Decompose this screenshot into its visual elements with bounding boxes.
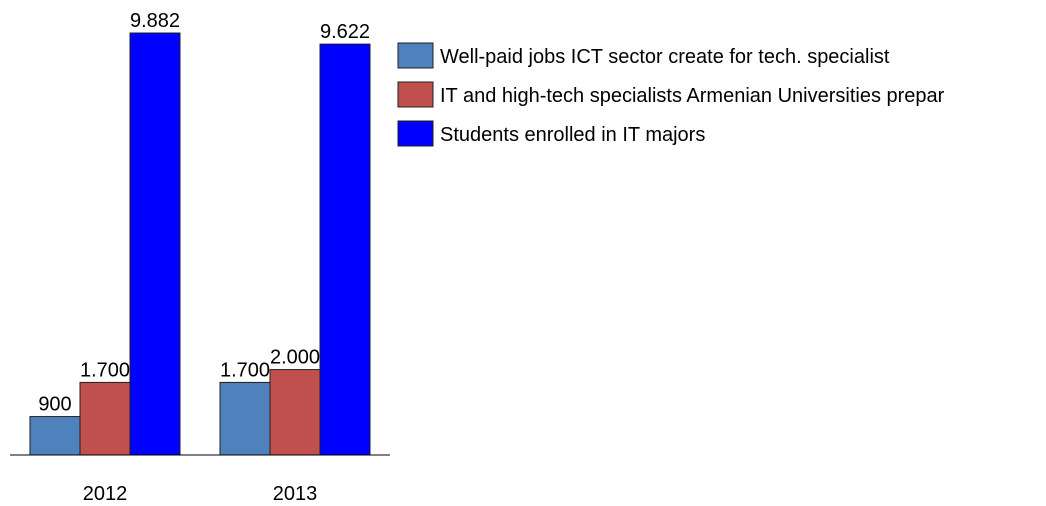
x-tick-label: 2013 <box>273 483 318 505</box>
legend-swatch <box>397 81 434 108</box>
bar <box>319 43 371 456</box>
legend-swatch <box>397 120 434 147</box>
bar <box>129 32 181 456</box>
x-tick-label: 2012 <box>83 483 128 505</box>
data-label: 900 <box>38 394 71 416</box>
data-label: 9.882 <box>130 10 180 32</box>
legend-label: Students enrolled in IT majors <box>440 124 705 146</box>
data-label: 9.622 <box>320 21 370 43</box>
bar <box>79 381 131 456</box>
legend-label: IT and high-tech specialists Armenian Un… <box>440 85 945 107</box>
data-label: 1.700 <box>80 359 130 381</box>
data-label: 2.000 <box>270 347 320 369</box>
bar <box>269 369 321 456</box>
data-label: 1.700 <box>220 359 270 381</box>
bar <box>29 416 81 456</box>
bar <box>219 381 271 456</box>
legend-swatch <box>397 42 434 69</box>
legend-label: Well-paid jobs ICT sector create for tec… <box>440 46 890 68</box>
